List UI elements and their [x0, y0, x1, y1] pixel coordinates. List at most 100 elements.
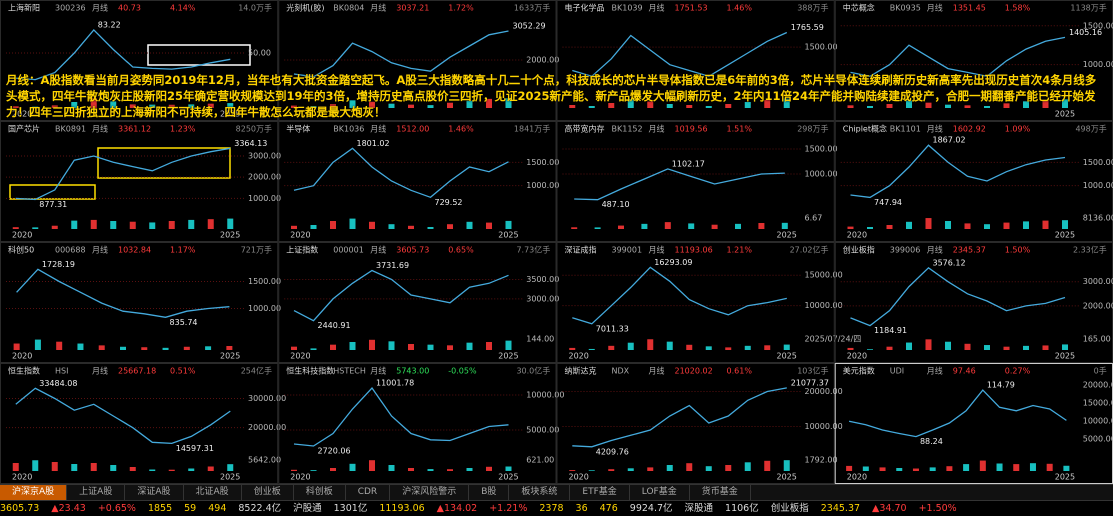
volume-bar: [608, 103, 615, 108]
volume-bar: [330, 344, 336, 350]
volume-bar: [71, 220, 78, 229]
y-tick-label: 1000.00: [1083, 181, 1113, 190]
volume-bar: [183, 346, 190, 350]
tab[interactable]: 板块系统: [509, 485, 571, 500]
tab[interactable]: 沪深京A股: [0, 485, 68, 500]
volume-bar: [906, 342, 912, 350]
volume-bar: [886, 346, 893, 350]
panel-volume: 27.02亿手: [790, 245, 829, 255]
y-tick-label: 1000.00: [526, 181, 559, 190]
x-year-label: 2020: [12, 231, 32, 240]
ticker-item: 494: [208, 503, 227, 514]
x-year-label: 2020: [569, 352, 589, 361]
panel-period: 月线: [649, 3, 665, 13]
panel-price: 25667.18: [118, 367, 156, 376]
volume-bar: [666, 104, 673, 108]
volume-bar: [647, 467, 654, 471]
price-annotation: 2720.06: [318, 446, 351, 455]
volume-bar: [725, 347, 732, 350]
price-line: [293, 269, 509, 322]
price-annotation: 1765.59: [791, 23, 824, 32]
volume-bar: [783, 98, 790, 108]
price-line: [16, 268, 230, 318]
y-tick-label: 1500.00: [1083, 158, 1113, 167]
panel-name: 中芯概念: [843, 3, 875, 13]
panel-name: 恒生指数: [8, 366, 40, 376]
tab[interactable]: B股: [469, 485, 510, 500]
volume-bar: [1062, 220, 1068, 229]
price-annotation: 88.24: [920, 437, 943, 446]
ticker-item: ▲23.43: [51, 503, 86, 514]
volume-bar: [77, 343, 84, 350]
panel-name: 恒生科技指数: [286, 366, 334, 376]
side-label: 10000.00: [1083, 417, 1113, 426]
tab[interactable]: 北证A股: [184, 485, 242, 500]
volume-bar: [666, 341, 673, 350]
volume-bar: [12, 463, 19, 471]
y-tick-label: 15000.00: [805, 271, 843, 280]
panel-frame: [278, 242, 557, 363]
volume-bar: [168, 221, 175, 229]
tab[interactable]: 沪深风险警示: [390, 485, 470, 500]
volume-bar: [466, 342, 473, 350]
volume-bar: [90, 463, 97, 471]
volume-bar: [758, 223, 765, 229]
panel-volume: 298万手: [797, 124, 828, 134]
volume-bar: [764, 460, 771, 471]
volume-bar: [13, 343, 20, 350]
tab[interactable]: ETF基金: [570, 485, 630, 500]
panel-price: 1751.53: [675, 4, 708, 13]
volume-bar: [51, 105, 58, 108]
y-tick-label: 20000.00: [248, 423, 286, 432]
tab[interactable]: 货币基金: [690, 485, 751, 500]
panel-code: BK1039: [612, 4, 643, 13]
price-line: [850, 266, 1066, 327]
volume-bar: [1042, 100, 1049, 108]
volume-bar: [664, 222, 671, 229]
volume-bar: [207, 219, 214, 229]
ticker-item: ▲134.02: [436, 503, 478, 514]
price-line: [572, 266, 787, 325]
tab[interactable]: 科创板: [294, 485, 346, 500]
volume-bar: [388, 465, 395, 471]
panel-volume: 14.0万手: [238, 3, 272, 13]
volume-bar: [486, 222, 492, 229]
tab[interactable]: 深证A股: [125, 485, 184, 500]
volume-bar: [1046, 463, 1053, 471]
panel-pct: 1.46%: [727, 4, 753, 13]
panel-period: 月线: [92, 124, 108, 134]
ticker-item: +1.21%: [489, 503, 528, 514]
panel-volume: 254亿手: [241, 366, 272, 376]
volume-bar: [227, 464, 234, 471]
panel-pct: 1.51%: [727, 125, 753, 134]
panel-name: Chiplet概念: [843, 124, 887, 134]
panel-price: 21020.02: [675, 367, 713, 376]
volume-bar: [51, 462, 58, 471]
price-line: [293, 386, 509, 447]
ticker-item: 8522.4亿: [238, 503, 282, 514]
panel-period: 月线: [370, 245, 386, 255]
ticker-bar: 3605.73 ▲23.43 +0.65% 1855 59 494 8522.4亿 沪股通 13…: [0, 500, 1113, 516]
tab[interactable]: 创业板: [242, 485, 294, 500]
tab[interactable]: LOF基金: [630, 485, 690, 500]
panel-period: 月线: [92, 3, 108, 13]
volume-bar: [1003, 103, 1010, 108]
volume-bar: [963, 464, 970, 471]
tab[interactable]: 上证A股: [67, 485, 126, 500]
price-annotation: 747.94: [874, 198, 902, 207]
y-tick-label: 2000.00: [526, 56, 559, 65]
panel-volume: 2.33亿手: [1073, 245, 1107, 255]
price-annotation: 487.10: [602, 200, 630, 209]
volume-bar: [310, 348, 317, 350]
volume-bar: [964, 105, 971, 108]
y-tick-label: 3500.00: [526, 275, 559, 284]
volume-bar: [925, 339, 932, 350]
ticker-item: 1855: [147, 503, 173, 514]
price-annotation: 1867.02: [933, 136, 966, 145]
panel-period: 月线: [370, 3, 386, 13]
volume-bar: [129, 467, 136, 471]
volume-bar: [486, 98, 492, 108]
volume-bar: [608, 345, 615, 350]
x-year-label: 2025: [1055, 352, 1075, 361]
tab[interactable]: CDR: [346, 485, 391, 500]
